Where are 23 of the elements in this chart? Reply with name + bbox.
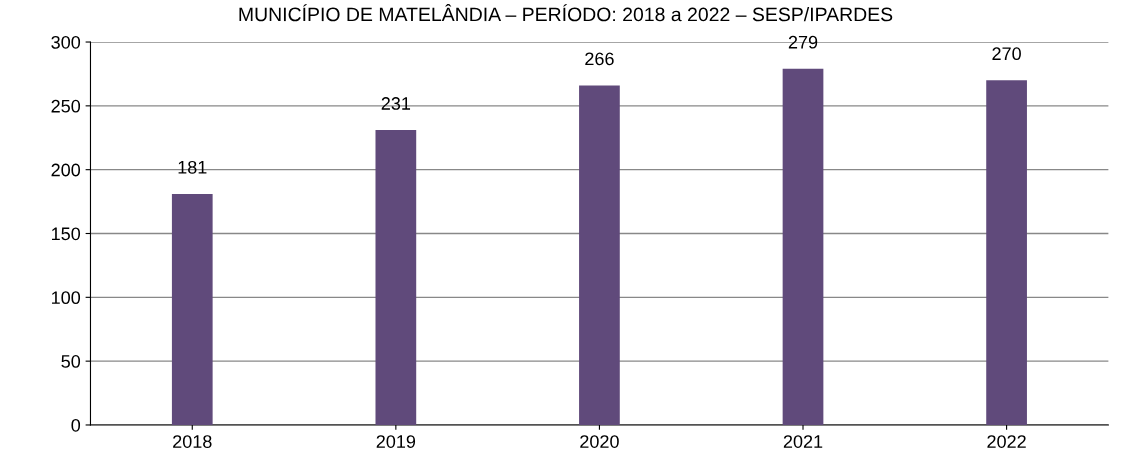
y-tick-label: 200 bbox=[51, 163, 81, 177]
x-tick-label: 2020 bbox=[580, 435, 619, 448]
data-label: 270 bbox=[992, 47, 1021, 61]
bar bbox=[375, 130, 417, 425]
y-tick-label: 100 bbox=[52, 291, 81, 305]
bar bbox=[782, 68, 824, 425]
data-label: 266 bbox=[585, 52, 614, 66]
bar bbox=[171, 193, 213, 425]
data-label: 181 bbox=[178, 160, 207, 174]
bar bbox=[986, 80, 1027, 425]
chart-title: MUNICÍPIO DE MATELÂNDIA – PERÍODO: 2018 a 2022 – SESP/IPARDES bbox=[239, 4, 893, 22]
y-tick-label: 300 bbox=[51, 35, 81, 49]
x-tick-label: 2018 bbox=[173, 435, 212, 448]
bar bbox=[579, 85, 620, 425]
x-tick-label: 2019 bbox=[376, 435, 416, 448]
y-tick-label: 50 bbox=[61, 355, 81, 368]
y-tick-label: 0 bbox=[71, 418, 81, 432]
x-tick-label: 2022 bbox=[987, 435, 1026, 448]
x-tick-label: 2021 bbox=[783, 435, 823, 448]
y-tick-label: 150 bbox=[52, 227, 81, 241]
data-label: 231 bbox=[381, 97, 411, 110]
data-label: 279 bbox=[788, 35, 818, 49]
y-tick-label: 250 bbox=[51, 99, 81, 113]
